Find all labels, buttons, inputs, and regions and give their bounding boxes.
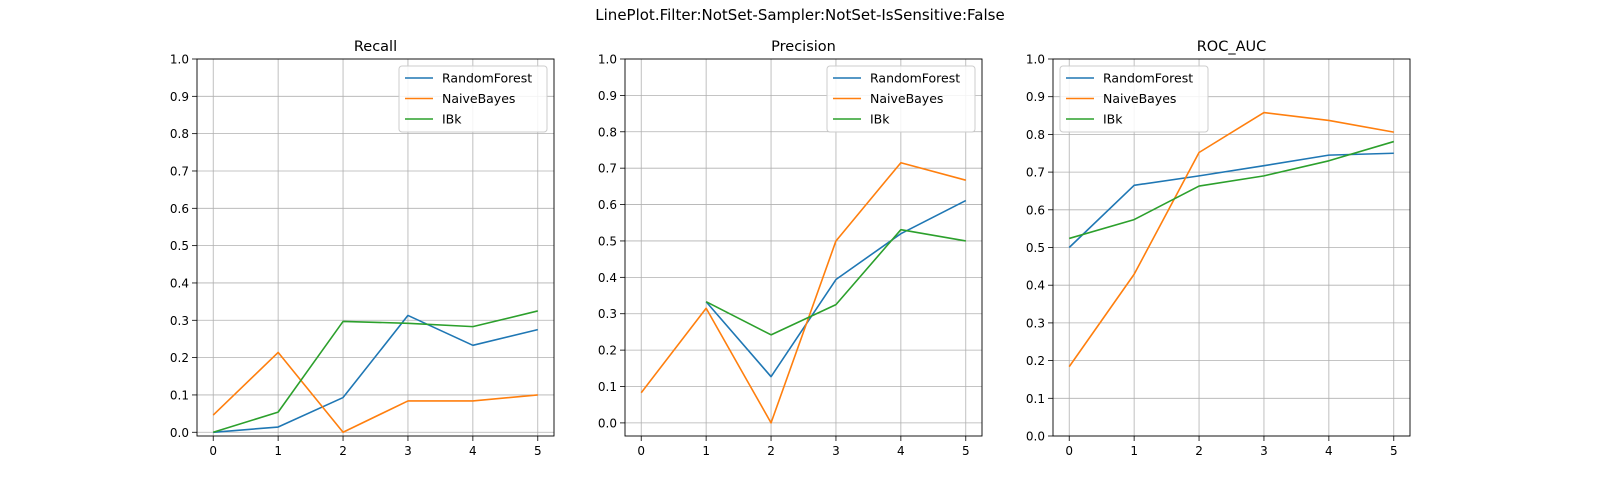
x-tick-label: 2 (339, 444, 347, 458)
y-tick-label: 0.8 (1026, 128, 1045, 142)
series-line-naivebayes (640, 161, 966, 424)
y-tick-label: 0.5 (170, 239, 189, 253)
y-tick-label: 0.6 (598, 198, 617, 212)
y-tick-label: 0.9 (170, 90, 189, 104)
x-tick-label: 2 (767, 444, 775, 458)
y-tick-label: 0.5 (1026, 241, 1045, 255)
y-tick-label: 0.4 (598, 271, 617, 285)
y-tick-label: 0.4 (170, 276, 189, 290)
y-tick-label: 0.8 (598, 125, 617, 139)
x-tick-label: 5 (962, 444, 970, 458)
legend-label: IBk (442, 112, 462, 127)
y-tick-label: 1.0 (1026, 53, 1045, 67)
series-line-ibk (1069, 140, 1394, 240)
y-tick-label: 1.0 (598, 53, 617, 67)
y-tick-label: 1.0 (170, 53, 189, 67)
plot-frame (1052, 58, 1411, 437)
series-line-randomforest (705, 199, 967, 378)
x-tick-label: 3 (832, 444, 840, 458)
legend-label: RandomForest (442, 71, 532, 86)
x-tick-label: 1 (1130, 444, 1138, 458)
chart-roc-auc: ROC_AUC 0 1 2 3 4 5 0.0 0.1 0.2 0.3 0.4 0.5 0.6 0.7 0.8… (1026, 39, 1411, 458)
y-tick-label: 0.5 (598, 234, 617, 248)
y-tick-label: 0.2 (170, 351, 189, 365)
legend: RandomForest NaiveBayes IBk (826, 65, 976, 133)
plot-frame (624, 58, 983, 437)
y-tick-label: 0.3 (598, 307, 617, 321)
series-line-randomforest (1068, 152, 1394, 249)
legend-label: IBk (870, 112, 890, 127)
legend-label: NaiveBayes (870, 91, 943, 106)
y-tick-label: 0.9 (598, 89, 617, 103)
y-tick-label: 0.4 (1026, 279, 1045, 293)
x-tick-label: 0 (209, 444, 217, 458)
chart-recall: Recall 0 1 2 3 4 5 0.0 0.1 0.2 0.3 0.4 0.5 0.6 0.7 0.8 0… (170, 39, 555, 458)
legend: RandomForest NaiveBayes IBk (1059, 65, 1209, 133)
y-tick-label: 0.1 (170, 388, 189, 402)
y-tick-label: 0.1 (598, 380, 617, 394)
x-tick-label: 0 (637, 444, 645, 458)
chart-title: ROC_AUC (1197, 39, 1267, 55)
x-tick-label: 4 (469, 444, 477, 458)
y-tick-label: 0.0 (598, 416, 617, 430)
x-tick-label: 5 (1390, 444, 1398, 458)
legend-label: NaiveBayes (442, 91, 515, 106)
y-tick-label: 0.6 (170, 202, 189, 216)
x-tick-label: 1 (274, 444, 282, 458)
x-tick-label: 1 (702, 444, 710, 458)
y-tick-label: 0.0 (170, 426, 189, 440)
legend-box (1059, 65, 1209, 133)
y-tick-label: 0.0 (1026, 430, 1045, 444)
chart-title: Recall (354, 39, 397, 55)
y-tick-label: 0.7 (170, 164, 189, 178)
series-line-ibk (212, 310, 538, 434)
legend-label: RandomForest (870, 71, 960, 86)
y-tick-label: 0.8 (170, 127, 189, 141)
y-tick-label: 0.3 (1026, 316, 1045, 330)
x-tick-label: 4 (1325, 444, 1333, 458)
plot-frame (196, 58, 555, 437)
series-line-naivebayes (1068, 111, 1394, 368)
y-tick-label: 0.6 (1026, 203, 1045, 217)
y-tick-label: 0.9 (1026, 90, 1045, 104)
x-tick-label: 3 (1260, 444, 1268, 458)
y-tick-label: 0.3 (170, 314, 189, 328)
x-tick-label: 2 (1195, 444, 1203, 458)
y-tick-label: 0.7 (598, 162, 617, 176)
chart-precision: Precision 0 1 2 3 4 5 0.0 0.1 0.2 0.3 0.4 0.5 0.6 0.7 0… (598, 39, 983, 458)
x-tick-label: 4 (897, 444, 905, 458)
y-tick-label: 0.7 (1026, 166, 1045, 180)
x-tick-label: 3 (404, 444, 412, 458)
series-line-randomforest (213, 314, 538, 434)
x-tick-label: 0 (1065, 444, 1073, 458)
y-tick-label: 0.2 (1026, 354, 1045, 368)
chart-title: Precision (771, 39, 836, 55)
legend-label: NaiveBayes (1103, 91, 1176, 106)
y-tick-label: 0.1 (1026, 392, 1045, 406)
legend-label: IBk (1103, 112, 1123, 127)
x-tick-label: 5 (534, 444, 542, 458)
legend-box (826, 65, 976, 133)
legend-box (398, 65, 548, 133)
series-line-ibk (705, 228, 966, 336)
figure-title: LinePlot.Filter:NotSet-Sampler:NotSet-Is… (595, 6, 1005, 24)
legend: RandomForest NaiveBayes IBk (398, 65, 548, 133)
legend-label: RandomForest (1103, 71, 1193, 86)
y-tick-label: 0.2 (598, 344, 617, 358)
series-line-naivebayes (212, 351, 538, 434)
